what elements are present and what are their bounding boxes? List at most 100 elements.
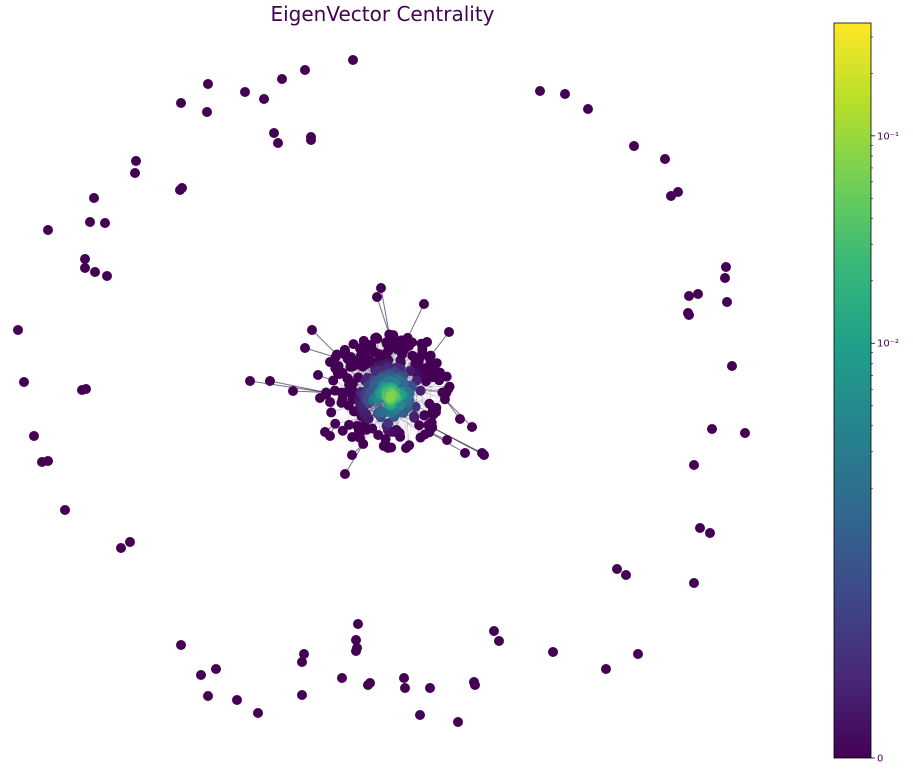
graph-node — [693, 289, 703, 299]
graph-node — [340, 469, 350, 479]
graph-node — [356, 424, 367, 435]
graph-node — [330, 363, 341, 374]
graph-node — [365, 678, 375, 688]
graph-node — [427, 405, 438, 416]
graph-edge — [269, 380, 327, 394]
graph-node — [477, 448, 487, 458]
graph-node — [347, 432, 358, 443]
graph-edge — [311, 329, 338, 355]
graph-node — [232, 695, 242, 705]
graph-node — [300, 65, 310, 75]
graph-node — [381, 337, 392, 348]
graph-node — [727, 361, 737, 371]
graph-node — [376, 283, 386, 293]
graph-node — [419, 410, 430, 421]
graph-node — [409, 411, 420, 422]
graph-node — [689, 578, 699, 588]
graph-node — [131, 156, 141, 166]
graph-node — [196, 670, 206, 680]
graph-node — [489, 626, 499, 636]
graph-node — [424, 427, 435, 438]
graph-node — [297, 690, 307, 700]
graph-node — [307, 325, 317, 335]
graph-node — [102, 271, 112, 281]
graph-node — [426, 417, 437, 428]
graph-node — [253, 708, 263, 718]
graph-node — [176, 640, 186, 650]
graph-node — [337, 425, 348, 436]
graph-node — [548, 647, 558, 657]
graph-node — [391, 424, 402, 435]
graph-node — [621, 570, 631, 580]
graph-node — [707, 424, 717, 434]
graph-node — [351, 646, 361, 656]
graph-node — [288, 386, 298, 396]
graph-node — [342, 353, 353, 364]
graph-node — [116, 543, 126, 553]
graph-node — [722, 297, 732, 307]
graph-node — [705, 528, 715, 538]
graph-node — [367, 423, 378, 434]
graph-node — [344, 419, 355, 430]
graph-edge — [292, 390, 327, 394]
graph-node — [660, 154, 670, 164]
graph-node — [277, 74, 287, 84]
graph-node — [43, 225, 53, 235]
graph-node — [211, 664, 221, 674]
graph-edge — [376, 296, 390, 335]
graph-node — [415, 385, 426, 396]
graph-node — [325, 397, 336, 408]
graph-node — [612, 564, 622, 574]
colorbar-tick-label: 10⁻¹ — [877, 131, 899, 142]
graph-node — [326, 407, 337, 418]
graph-node — [325, 431, 335, 441]
graph-node — [80, 263, 90, 273]
graph-node — [202, 107, 212, 117]
graph-node — [442, 435, 452, 445]
graph-node — [100, 218, 110, 228]
graph-node — [175, 185, 185, 195]
nodes-layer — [13, 55, 750, 727]
graph-node — [383, 418, 394, 429]
graph-node — [313, 370, 323, 380]
graph-node — [372, 292, 382, 302]
graph-node — [345, 361, 356, 372]
graph-node — [455, 414, 465, 424]
graph-node — [469, 677, 479, 687]
graph-node — [695, 523, 705, 533]
colorbar-tick-label: 10⁻² — [877, 339, 899, 350]
graph-node — [396, 337, 407, 348]
graph-node — [125, 537, 135, 547]
graph-node — [176, 98, 186, 108]
graph-node — [357, 361, 368, 372]
graph-node — [683, 308, 693, 318]
graph-node — [130, 168, 140, 178]
graph-node — [299, 649, 309, 659]
graph-node — [81, 384, 91, 394]
graph-node — [371, 332, 382, 343]
graph-node — [419, 299, 429, 309]
graph-node — [583, 104, 593, 114]
graph-node — [328, 375, 339, 386]
graph-node — [415, 710, 425, 720]
graph-node — [444, 381, 455, 392]
graph-node — [85, 217, 95, 227]
graph-node — [337, 394, 348, 405]
graph-node — [425, 683, 435, 693]
graph-node — [19, 377, 29, 387]
graph-node — [259, 94, 269, 104]
graph-node — [740, 428, 750, 438]
graph-node — [347, 450, 357, 460]
graph-node — [331, 349, 342, 360]
graph-node — [535, 86, 545, 96]
graph-node — [203, 691, 213, 701]
graph-node — [629, 141, 639, 151]
graph-node — [398, 345, 409, 356]
graph-node — [560, 89, 570, 99]
graph-node — [43, 456, 53, 466]
graph-node — [351, 635, 361, 645]
graph-node — [89, 193, 99, 203]
graph-node — [415, 432, 426, 443]
graph-node — [355, 350, 366, 361]
